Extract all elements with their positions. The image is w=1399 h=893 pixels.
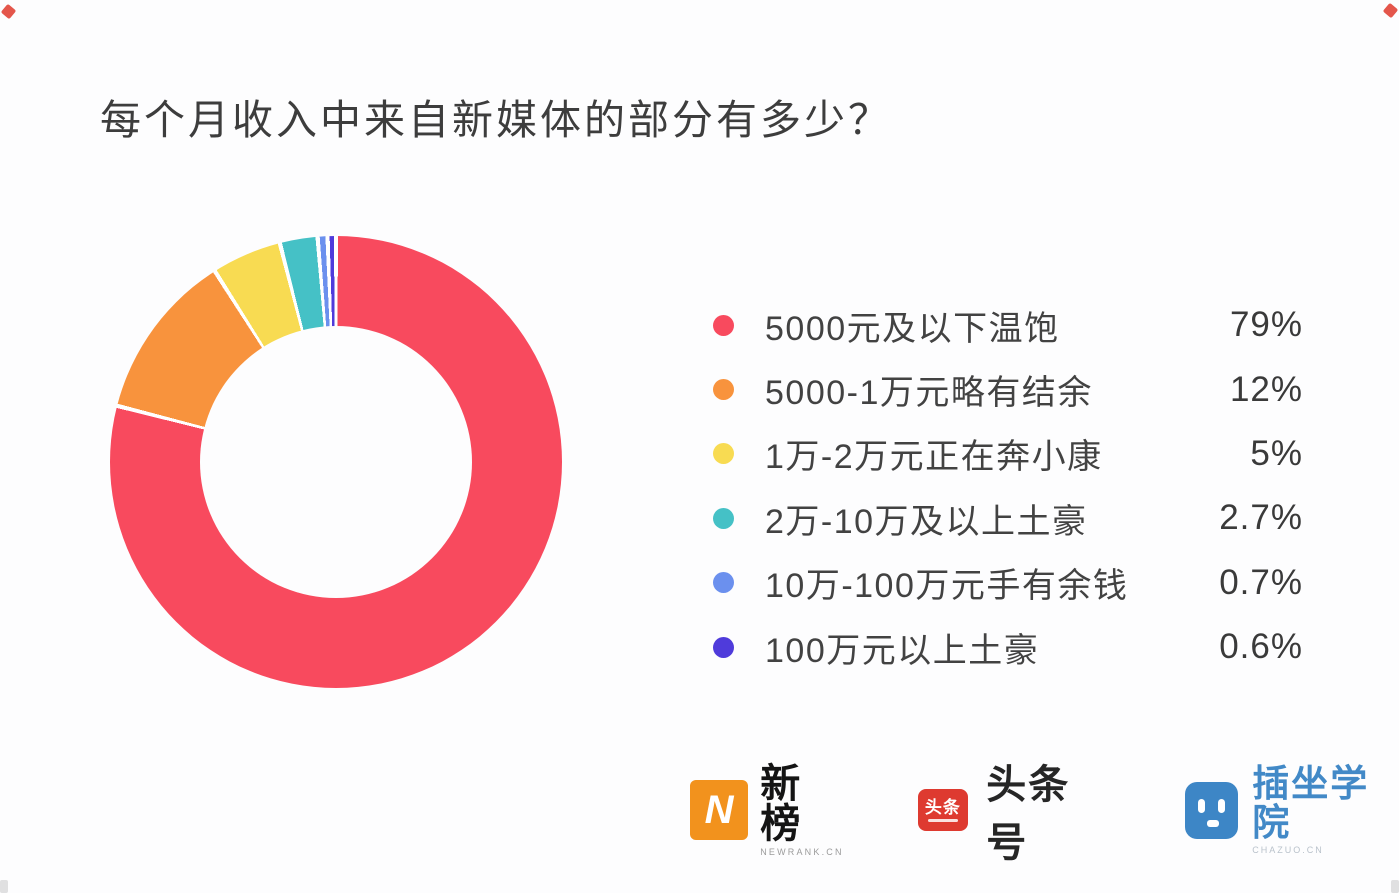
chazuo-subtext: CHAZUO.CN	[1252, 844, 1324, 855]
newrank-icon: N	[690, 780, 749, 840]
legend-value: 2.7%	[1219, 498, 1303, 538]
chazuo-logo-text: 插坐学院 CHAZUO.CN	[1252, 763, 1399, 855]
legend-label: 100万元以上土豪	[765, 631, 1040, 670]
legend-value: 5%	[1250, 433, 1303, 473]
legend-dot-icon	[713, 314, 734, 336]
legend-value: 0.7%	[1219, 562, 1303, 602]
corner-artifact-top-left	[0, 3, 17, 20]
legend-dot-icon	[713, 507, 734, 529]
page-title: 每个月收入中来自新媒体的部分有多少？	[100, 97, 892, 143]
donut-chart-area	[110, 236, 562, 688]
legend-dot-icon	[713, 379, 734, 401]
corner-artifact-bottom-left	[0, 880, 8, 893]
legend-row: 5000元及以下温饱 79%	[713, 293, 1303, 357]
toutiao-name: 头条号	[986, 763, 1071, 865]
newrank-subtext: NEWRANK.CN	[760, 846, 844, 857]
chazuo-eye-icon	[1197, 798, 1205, 813]
toutiao-logo: 头条 头条号	[917, 752, 1105, 868]
legend-dot-icon	[713, 443, 734, 465]
chazuo-mouth-icon	[1206, 819, 1219, 827]
toutiao-icon: 头条	[917, 789, 969, 831]
legend-row: 2万-10万及以上土豪 2.7%	[713, 486, 1303, 550]
legend-label: 1万-2万元正在奔小康	[765, 438, 1103, 477]
legend-label: 2万-10万及以上土豪	[765, 502, 1088, 541]
chazuo-eye-icon	[1218, 798, 1226, 813]
legend-row: 10万-100万元手有余钱 0.7%	[713, 551, 1303, 615]
newrank-name: 新榜	[760, 761, 805, 846]
legend-label: 10万-100万元手有余钱	[765, 567, 1129, 606]
legend-value: 79%	[1229, 305, 1303, 345]
toutiao-icon-subtext-bar	[927, 818, 958, 822]
donut-hole	[200, 326, 472, 598]
chazuo-logo: 插坐学院 CHAZUO.CN	[1184, 763, 1399, 855]
chazuo-name: 插坐学院	[1252, 763, 1370, 843]
chart-legend: 5000元及以下温饱 79% 5000-1万元略有结余 12% 1万-2万元正在…	[713, 293, 1303, 679]
legend-value: 0.6%	[1219, 627, 1303, 667]
legend-dot-icon	[713, 636, 734, 658]
corner-artifact-bottom-right	[1391, 880, 1399, 893]
corner-artifact-top-right	[1382, 2, 1399, 19]
newrank-logo-text: 新榜 NEWRANK.CN	[760, 764, 845, 857]
legend-label: 5000-1万元略有结余	[765, 374, 1093, 413]
legend-row: 1万-2万元正在奔小康 5%	[713, 422, 1303, 486]
chazuo-face-icon	[1184, 781, 1239, 839]
footer-logos: N 新榜 NEWRANK.CN 头条 头条号 插坐学院 CHAZUO.CN	[690, 763, 1399, 865]
toutiao-icon-text: 头条	[924, 797, 961, 817]
legend-dot-icon	[713, 572, 734, 594]
legend-value: 12%	[1229, 369, 1303, 409]
legend-row: 5000-1万元略有结余 12%	[713, 357, 1303, 421]
legend-row: 100万元以上土豪 0.6%	[713, 615, 1303, 679]
legend-label: 5000元及以下温饱	[765, 309, 1060, 348]
newrank-logo: N 新榜 NEWRANK.CN	[690, 764, 846, 857]
